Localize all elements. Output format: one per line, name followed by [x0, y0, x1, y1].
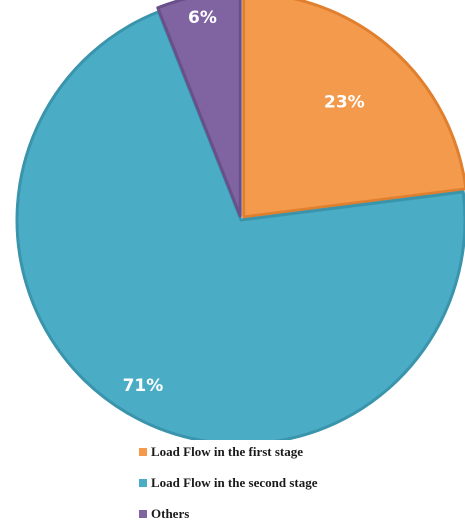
legend-swatch-second-stage [139, 478, 147, 487]
pie-slice-second-stage [15, 10, 465, 440]
legend-label-first-stage: Load Flow in the first stage [151, 443, 304, 459]
data-label-others: 6% [188, 8, 217, 28]
legend-swatch-others [139, 509, 147, 518]
legend-item-others: Others [139, 498, 317, 529]
pie-chart: 23% 71% 6% [15, 0, 465, 440]
pie-slice-first-stage [242, 0, 465, 219]
pie-slice-others [156, 0, 242, 218]
legend-swatch-first-stage [139, 447, 147, 456]
chart-legend: Load Flow in the first stage Load Flow i… [139, 436, 317, 529]
legend-item-second-stage: Load Flow in the second stage [139, 467, 317, 498]
data-label-first-stage: 23% [324, 93, 365, 113]
legend-label-others: Others [151, 505, 190, 521]
legend-item-first-stage: Load Flow in the first stage [139, 436, 317, 467]
data-label-second-stage: 71% [123, 376, 164, 396]
legend-label-second-stage: Load Flow in the second stage [151, 474, 318, 490]
